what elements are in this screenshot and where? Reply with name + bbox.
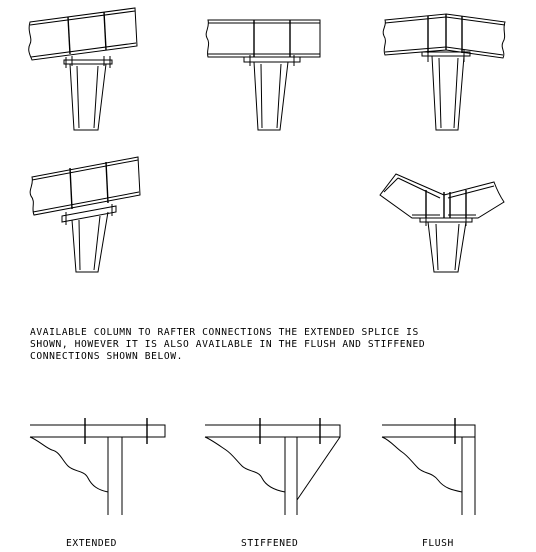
note-line-1: AVAILABLE COLUMN TO RAFTER CONNECTIONS T… (30, 327, 419, 338)
connection-sloped-extended (29, 8, 137, 130)
detail-stiffened (205, 418, 340, 515)
rafter-beam-left (383, 14, 446, 55)
rafter-beam-right (446, 14, 505, 58)
connection-pitched-pair (380, 174, 504, 272)
tapered-column (254, 62, 288, 130)
connection-sloped-haunch (30, 157, 140, 272)
label-extended: EXTENDED (66, 538, 118, 549)
tapered-column (428, 222, 466, 272)
tapered-column (70, 64, 106, 130)
broken-edge (382, 437, 462, 492)
tapered-column (432, 56, 464, 130)
detail-extended (30, 418, 165, 515)
rafter-beam (29, 8, 137, 60)
connection-note: AVAILABLE COLUMN TO RAFTER CONNECTIONS T… (30, 327, 510, 363)
rafter-beam-right (444, 182, 504, 218)
note-line-3: CONNECTIONS SHOWN BELOW. (30, 351, 184, 362)
note-line-2: SHOWN, HOWEVER IT IS ALSO AVAILABLE IN T… (30, 339, 426, 350)
connection-flat-extended (206, 20, 320, 130)
broken-edge (205, 437, 285, 492)
label-stiffened: STIFFENED (241, 538, 299, 549)
rafter-beam-left (380, 174, 444, 218)
connection-peak-extended (383, 14, 505, 130)
label-flush: FLUSH (422, 538, 454, 549)
tapered-column (72, 212, 108, 272)
rafter-beam (30, 157, 140, 215)
rafter-beam (206, 20, 320, 57)
broken-edge (30, 437, 108, 492)
detail-flush (382, 418, 475, 515)
